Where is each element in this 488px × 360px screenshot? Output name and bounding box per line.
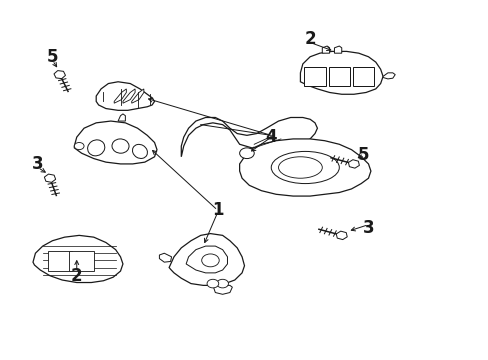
Polygon shape [44,174,56,183]
Polygon shape [382,73,394,79]
Polygon shape [239,139,370,196]
Ellipse shape [132,144,147,158]
Polygon shape [114,89,126,103]
Polygon shape [328,67,349,86]
Polygon shape [159,253,171,262]
Polygon shape [304,67,325,86]
Text: 5: 5 [357,146,368,164]
Polygon shape [47,251,72,271]
Polygon shape [96,82,154,111]
Polygon shape [131,89,143,103]
Text: 3: 3 [32,155,43,173]
Circle shape [216,279,228,288]
Text: 4: 4 [265,128,277,146]
Text: 2: 2 [71,267,82,285]
Polygon shape [169,234,244,285]
Ellipse shape [112,139,129,153]
Text: 5: 5 [46,48,58,66]
Ellipse shape [278,157,322,178]
Polygon shape [122,89,135,103]
Polygon shape [348,160,359,168]
Polygon shape [300,51,382,94]
Ellipse shape [87,140,104,156]
Polygon shape [352,67,373,86]
Polygon shape [186,246,227,273]
Circle shape [201,254,219,267]
Circle shape [239,148,254,158]
Circle shape [74,143,84,150]
Text: 2: 2 [304,30,315,48]
Polygon shape [118,114,125,121]
Polygon shape [74,121,157,164]
Polygon shape [336,231,346,240]
Circle shape [206,279,218,288]
Polygon shape [322,46,329,53]
Polygon shape [212,285,232,294]
Polygon shape [181,117,317,157]
Polygon shape [69,251,94,271]
Ellipse shape [271,152,339,184]
Text: 1: 1 [212,201,223,219]
Polygon shape [334,46,341,53]
Polygon shape [54,71,65,78]
Polygon shape [33,235,122,283]
Text: 3: 3 [362,219,373,237]
